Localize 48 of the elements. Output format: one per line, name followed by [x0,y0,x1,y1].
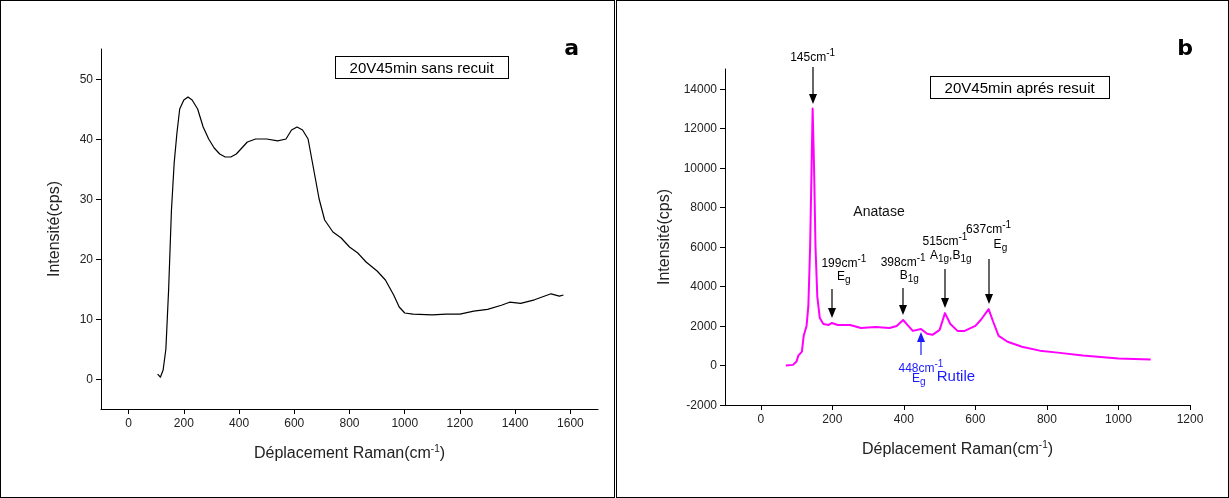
x-tick-label: 400 [229,416,250,430]
y-tick-label: 50 [79,72,94,86]
y-tick-label: 14000 [683,81,718,96]
y-tick-label: 10 [79,312,94,326]
x-tick-label: 800 [1036,412,1058,426]
x-tick-label: 400 [893,412,915,426]
chart-title: b [1177,34,1193,60]
y-tick-label: -2000 [686,398,718,412]
y-tick-label: 4000 [690,279,718,294]
annotation: 20V45min aprés resuit [929,75,1110,99]
annotation: A$_{1g}$,B$_{1g}$ [929,248,972,267]
y-tick-label: 0 [86,372,94,386]
line-series [157,96,565,378]
x-tick-label: 1000 [391,416,419,430]
y-tick-label: 10000 [683,160,718,175]
annotation: E$_{g}$ [993,237,1008,256]
x-tick-label: 800 [339,416,360,430]
y-tick-label: 8000 [690,200,718,215]
text: 145cm$^{-1}$ [790,45,836,65]
annotation: 20V45min sans recuit [334,56,509,80]
y-tick-label: 40 [79,132,94,146]
annotation: Anatase [853,202,905,219]
y-tick-label: 6000 [690,239,718,254]
annotation: 398cm$^{-1}$ [880,251,926,270]
annotation: E$_{g}$ [836,269,851,288]
x-tick-label: 1400 [501,416,529,430]
annotation: B$_{1g}$ [899,268,919,287]
annotation: 515cm$^{-1}$ [922,231,968,250]
x-tick-label: 200 [173,416,195,430]
y-tick-label: 2000 [690,318,718,333]
x-tick-label: 1200 [446,416,474,430]
annotation: 199cm$^{-1}$ [821,252,867,271]
x-tick-label: 200 [822,412,843,426]
x-tick-label: 600 [965,412,986,426]
x-tick-label: 1200 [1176,412,1204,426]
y-tick-label: 12000 [683,121,718,136]
y-tick-label: 0 [710,358,718,373]
y-tick-label: 30 [79,192,94,206]
chart-title: a [564,34,580,60]
x-tick-label: 0 [757,412,765,426]
x-tick-label: 600 [284,416,305,430]
y-tick-label: 20 [79,252,94,266]
annotation: 637cm$^{-1}$ [966,218,1012,237]
y-axis-title: Intensité(cps) [44,180,62,278]
y-axis-title: Intensité(cps) [654,188,672,286]
x-tick-label: 1600 [557,416,585,430]
x-tick-label: 1000 [1105,412,1133,426]
x-tick-label: 0 [125,416,133,430]
